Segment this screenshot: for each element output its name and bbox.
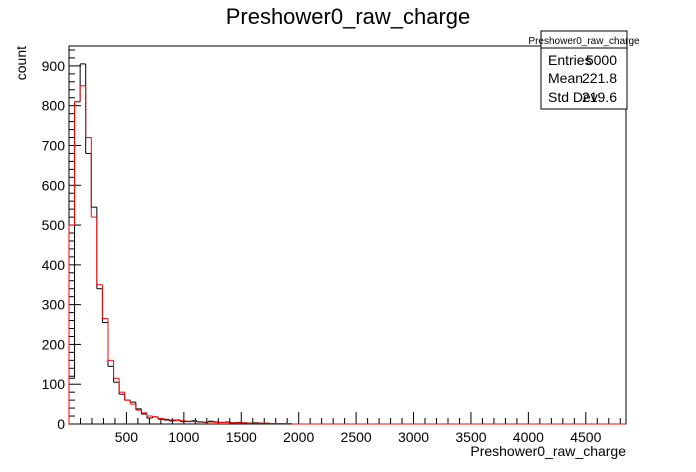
x-tick-label: 2500 bbox=[341, 429, 372, 445]
x-tick-label: 4000 bbox=[513, 429, 544, 445]
y-tick-label: 900 bbox=[42, 58, 66, 74]
y-tick-label: 400 bbox=[42, 257, 66, 273]
y-tick-label: 0 bbox=[57, 416, 65, 432]
y-axis: 0 100 200 300 400 500 600 700 800 900 bbox=[42, 49, 81, 432]
stats-box: Preshower0_raw_charge Entries 5000 Mean … bbox=[528, 30, 640, 110]
y-tick-label: 700 bbox=[42, 137, 66, 153]
stats-mean-label: Mean bbox=[548, 70, 583, 86]
y-axis-label: count bbox=[13, 46, 29, 80]
x-axis: 500 1000 1500 2000 2500 3000 3500 4000 4500 bbox=[68, 412, 621, 445]
series-red-step bbox=[68, 85, 626, 425]
stats-entries-value: 5000 bbox=[586, 52, 617, 68]
x-tick-label: 2000 bbox=[283, 429, 314, 445]
x-tick-label: 1500 bbox=[226, 429, 257, 445]
y-tick-label: 100 bbox=[42, 376, 66, 392]
series-black-step bbox=[68, 63, 626, 425]
x-tick-label: 4500 bbox=[570, 429, 601, 445]
y-tick-label: 200 bbox=[42, 336, 66, 352]
stats-entries-label: Entries bbox=[548, 52, 592, 68]
y-tick-label: 300 bbox=[42, 297, 66, 313]
histogram-series bbox=[68, 63, 626, 425]
stats-box-title: Preshower0_raw_charge bbox=[528, 36, 640, 47]
y-tick-label: 600 bbox=[42, 177, 66, 193]
y-tick-label: 500 bbox=[42, 217, 66, 233]
chart-title: Preshower0_raw_charge bbox=[226, 4, 471, 29]
stats-stddev-value: 219.6 bbox=[582, 89, 617, 105]
stats-box-frame bbox=[540, 30, 628, 110]
stats-mean-value: 221.8 bbox=[582, 70, 617, 86]
stats-stddev-label: Std Dev bbox=[548, 89, 598, 105]
x-tick-label: 3500 bbox=[455, 429, 486, 445]
x-tick-label: 500 bbox=[115, 429, 139, 445]
x-tick-label: 3000 bbox=[398, 429, 429, 445]
y-tick-label: 800 bbox=[42, 98, 66, 114]
x-tick-label: 1000 bbox=[168, 429, 199, 445]
x-axis-label: Preshower0_raw_charge bbox=[470, 443, 626, 459]
